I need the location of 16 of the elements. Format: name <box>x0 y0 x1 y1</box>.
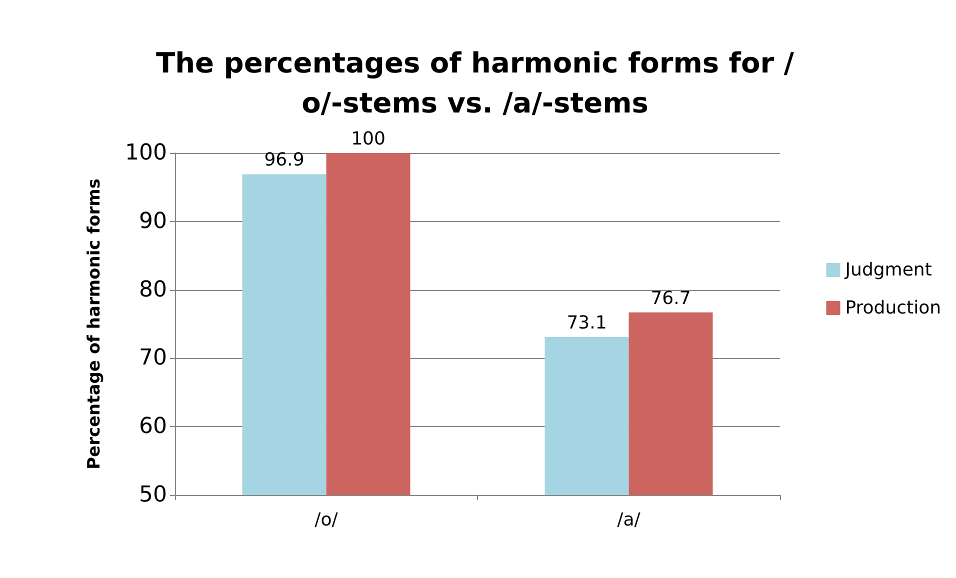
chart-title: The percentages of harmonic forms for /o/-stems vs. /a/-stems <box>156 46 795 120</box>
y-tick-label: 70 <box>139 346 167 371</box>
legend-label: Production <box>845 298 941 318</box>
y-tick-label: 90 <box>139 208 167 234</box>
data-label: 100 <box>351 128 386 150</box>
y-tick-label: 60 <box>139 414 167 440</box>
y-tick-label: 80 <box>139 277 167 302</box>
y-axis-title: Percentage of harmonic forms <box>84 178 104 470</box>
data-label: 76.7 <box>650 288 691 309</box>
x-tick-label: /o/ <box>314 510 339 530</box>
x-tick-label: /a/ <box>617 510 642 530</box>
y-tick-label: 50 <box>139 482 167 508</box>
legend-label: Judgment <box>844 260 932 280</box>
y-tick-label: 100 <box>125 140 167 166</box>
data-label: 96.9 <box>264 150 304 171</box>
data-label: 73.1 <box>566 312 607 334</box>
